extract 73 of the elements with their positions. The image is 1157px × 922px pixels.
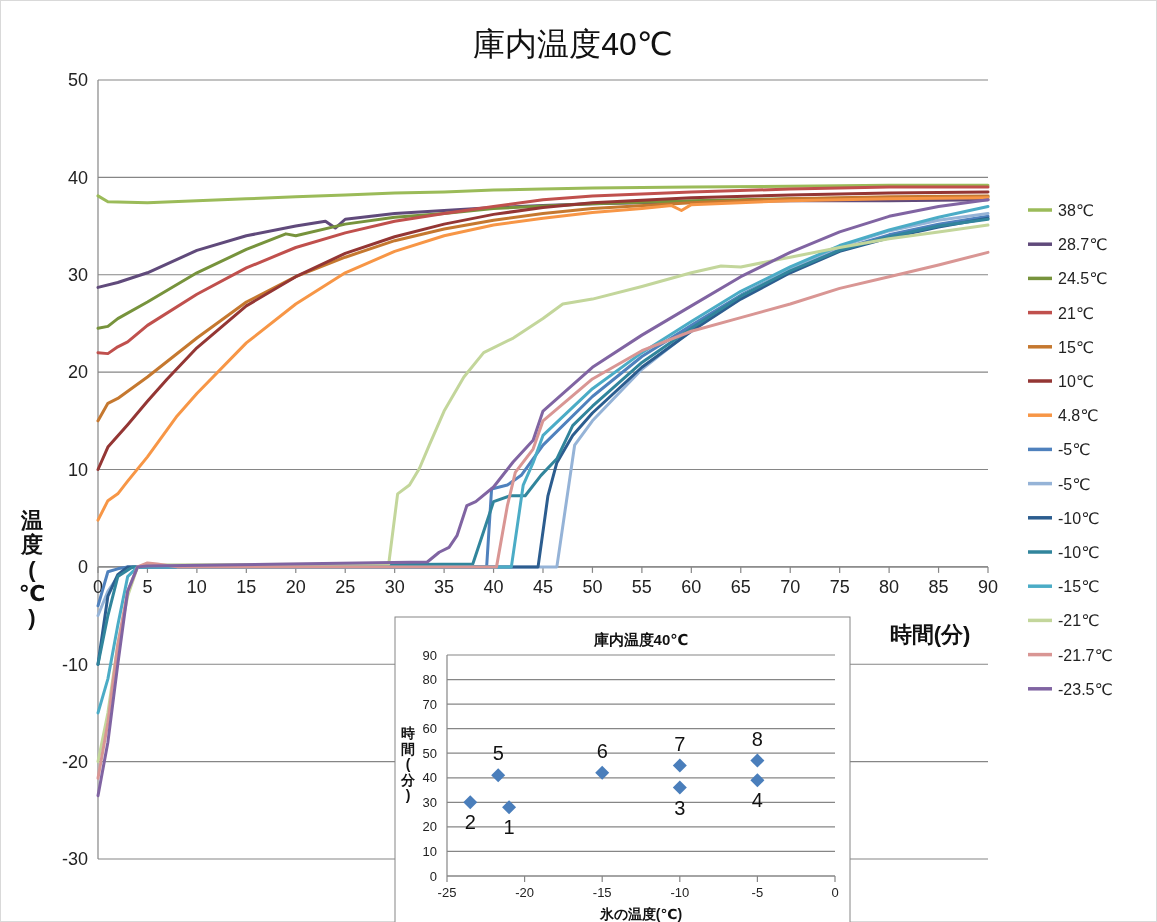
y-tick-label: 40: [67, 167, 88, 188]
y-tick-label: 20: [422, 819, 437, 835]
y-tick-label: 80: [422, 672, 437, 688]
y-tick-label: 10: [422, 843, 437, 859]
x-tick-label: 85: [928, 576, 949, 597]
x-tick-label: -25: [437, 885, 457, 900]
legend-label: 15℃: [1058, 338, 1094, 356]
legend-label: -21℃: [1058, 612, 1100, 630]
x-tick-label: 5: [142, 576, 153, 597]
x-tick-label: 35: [434, 576, 455, 597]
x-tick-label: -5: [751, 885, 764, 900]
x-axis-title: 氷の温度(℃): [598, 906, 683, 922]
legend-label: -21.7℃: [1058, 646, 1113, 664]
annotation: 4: [751, 789, 763, 812]
y-tick-label: 40: [422, 770, 437, 786]
annotation: 5: [492, 742, 504, 765]
x-tick-label: -15: [592, 885, 612, 900]
x-tick-label: 60: [681, 576, 702, 597]
y-tick-label: 0: [429, 868, 437, 884]
x-tick-label: 50: [582, 576, 603, 597]
x-tick-label: -10: [670, 885, 690, 900]
x-tick-label: 15: [236, 576, 257, 597]
chart-title: 庫内温度40℃: [473, 26, 673, 62]
x-tick-label: 0: [92, 576, 104, 597]
x-tick-label: 40: [483, 576, 504, 597]
y-tick-label: -20: [61, 751, 88, 772]
x-tick-label: 90: [977, 576, 999, 597]
legend-label: -10℃: [1058, 544, 1100, 561]
y-tick-label: 0: [77, 557, 88, 578]
annotation: 7: [674, 732, 686, 755]
x-tick-label: 55: [631, 576, 652, 597]
legend-label: 10℃: [1058, 373, 1094, 390]
x-tick-label: 20: [285, 576, 306, 597]
y-tick-label: -30: [61, 849, 88, 870]
y-tick-label: 50: [67, 70, 88, 91]
legend-label: -15℃: [1058, 578, 1100, 596]
legend-label: 28.7℃: [1058, 236, 1108, 254]
y-tick-label: 70: [422, 696, 437, 712]
legend-label: -23.5℃: [1058, 680, 1113, 698]
x-tick-label: 30: [384, 576, 405, 597]
legend-label: 21℃: [1058, 304, 1094, 322]
annotation: 2: [464, 811, 476, 834]
x-tick-label: 70: [780, 576, 801, 597]
legend-label: -5℃: [1058, 475, 1091, 493]
annotation: 1: [503, 816, 515, 839]
x-tick-label: 0: [831, 885, 839, 900]
x-tick-label: -20: [515, 885, 534, 900]
annotation: 8: [751, 727, 763, 750]
y-axis-title: 時間(分): [400, 725, 416, 803]
y-tick-label: 90: [422, 647, 437, 663]
x-tick-label: 10: [186, 576, 207, 597]
annotation: 6: [596, 739, 608, 762]
x-tick-label: 75: [829, 576, 850, 597]
y-tick-label: 50: [422, 745, 437, 761]
x-tick-label: 45: [532, 576, 554, 597]
y-tick-label: 30: [422, 794, 437, 810]
x-tick-label: 65: [730, 576, 751, 597]
legend-label: 4.8℃: [1058, 407, 1099, 425]
y-tick-label: 60: [422, 721, 437, 737]
y-axis-title: 温度(℃): [18, 508, 46, 630]
x-axis-title: 時間(分): [889, 621, 971, 647]
annotation: 3: [674, 796, 686, 819]
chart-title: 庫内温度40℃: [592, 631, 689, 648]
legend-label: -5℃: [1058, 441, 1091, 459]
legend-label: -10℃: [1058, 509, 1100, 527]
y-tick-label: 10: [67, 459, 88, 480]
x-tick-label: 80: [879, 576, 900, 597]
x-tick-label: 25: [335, 576, 356, 597]
y-tick-label: 30: [67, 265, 88, 286]
y-tick-label: 20: [67, 362, 88, 383]
y-tick-label: -10: [61, 654, 88, 675]
legend-label: 24.5℃: [1058, 270, 1108, 288]
legend-label: 38℃: [1058, 202, 1094, 219]
